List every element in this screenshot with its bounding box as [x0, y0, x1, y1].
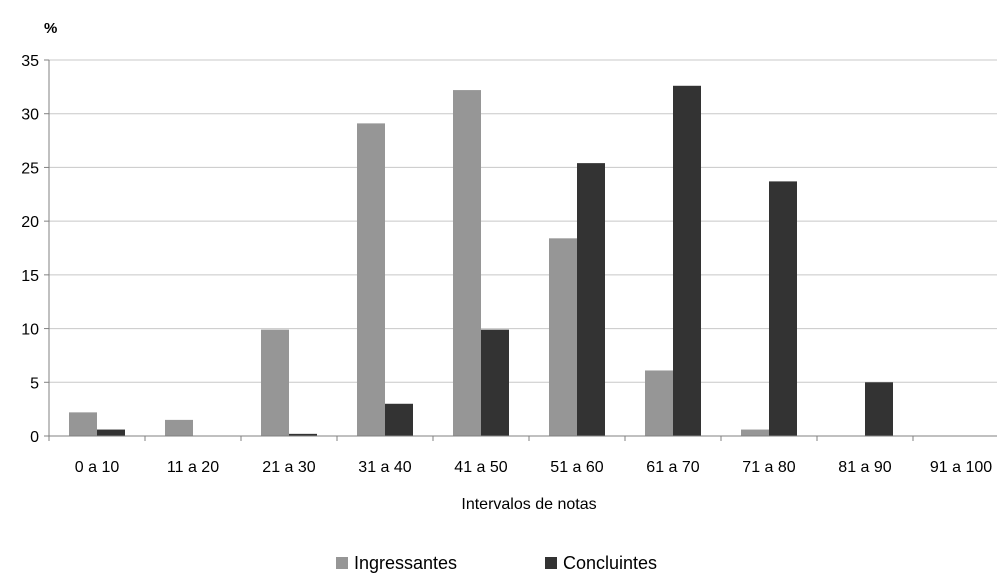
x-axis-title: Intervalos de notas [461, 496, 596, 513]
x-tick-label: 71 a 80 [742, 459, 795, 476]
x-tick-label: 81 a 90 [838, 459, 891, 476]
bar-concluintes-7 [769, 181, 797, 436]
bar-ingressantes-2 [261, 329, 289, 436]
bar-ingressantes-5 [549, 238, 577, 436]
bar-ingressantes-4 [453, 90, 481, 436]
bar-ingressantes-3 [357, 123, 385, 436]
y-tick-label: 0 [30, 429, 39, 446]
bar-concluintes-8 [865, 382, 893, 436]
axes [44, 59, 997, 441]
bar-ingressantes-6 [645, 370, 673, 436]
legend: Ingressantes Concluintes [336, 553, 657, 573]
bar-ingressantes-0 [69, 412, 97, 436]
bar-concluintes-2 [289, 433, 317, 436]
legend-label-ingressantes: Ingressantes [354, 553, 457, 573]
x-tick-label: 11 a 20 [167, 459, 219, 476]
x-tick-labels: 0 a 10 11 a 20 21 a 30 31 a 40 41 a 50 51 a 6… [75, 459, 992, 476]
y-unit-label: % [44, 20, 57, 37]
x-tick-label: 41 a 50 [454, 459, 507, 476]
gridlines [49, 59, 997, 383]
bar-concluintes-0 [97, 429, 125, 436]
y-tick-label: 20 [21, 214, 39, 231]
y-tick-label: 10 [21, 322, 39, 339]
bars [69, 85, 893, 437]
y-tick-label: 30 [21, 107, 39, 124]
x-tick-label: 61 a 70 [646, 459, 699, 476]
bar-concluintes-6 [673, 85, 701, 436]
bar-concluintes-3 [385, 403, 413, 436]
bar-ingressantes-7 [741, 429, 769, 436]
bar-ingressantes-1 [165, 419, 193, 436]
x-tick-label: 91 a 100 [930, 459, 992, 476]
y-tick-labels: 0 5 10 15 20 25 30 35 [21, 53, 39, 446]
bar-concluintes-5 [577, 163, 605, 437]
x-tick-label: 0 a 10 [75, 459, 120, 476]
y-tick-label: 35 [21, 53, 39, 70]
y-tick-label: 25 [21, 160, 39, 177]
x-tick-label: 51 a 60 [550, 459, 603, 476]
bar-concluintes-4 [481, 329, 509, 436]
legend-swatch-ingressantes [336, 557, 348, 569]
y-tick-label: 15 [21, 268, 39, 285]
y-tick-label: 5 [30, 375, 39, 392]
x-tick-label: 31 a 40 [358, 459, 411, 476]
legend-label-concluintes: Concluintes [563, 553, 657, 573]
x-tick-label: 21 a 30 [262, 459, 315, 476]
legend-swatch-concluintes [545, 557, 557, 569]
